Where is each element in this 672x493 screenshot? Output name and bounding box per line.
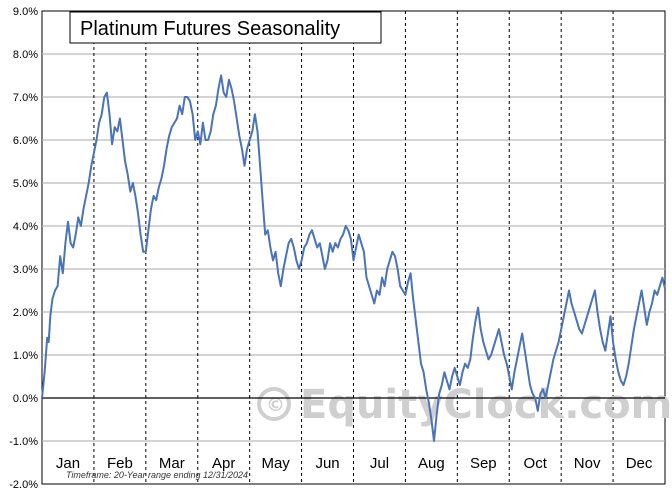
month-label: Feb [107, 455, 133, 472]
y-tick-label: 1.0% [13, 350, 38, 362]
title-box: Platinum Futures Seasonality [69, 11, 382, 44]
month-label: Dec [626, 455, 653, 472]
y-tick-label: 3.0% [13, 264, 38, 276]
x-axis-month-labels: Jan Feb Mar Apr May Jun Jul Aug Sep Oct Nov Dec [56, 455, 653, 472]
month-label: Mar [159, 455, 185, 472]
month-label: Sep [470, 455, 497, 472]
month-label: Jun [315, 455, 339, 472]
y-tick-label: 8.0% [13, 49, 38, 61]
month-label: Jul [370, 455, 389, 472]
y-tick-label: 2.0% [13, 307, 38, 319]
y-tick-label: 0.0% [13, 393, 38, 405]
y-tick-label: 6.0% [13, 135, 38, 147]
svg-text:©: © [266, 394, 285, 416]
month-label: Nov [574, 455, 601, 472]
month-label: Apr [212, 455, 235, 472]
y-tick-label: 4.0% [13, 221, 38, 233]
y-tick-label: 5.0% [13, 178, 38, 190]
month-label: Jan [56, 455, 80, 472]
watermark-text: EquityClock.com [300, 382, 672, 428]
y-axis-ticks: 9.0% 8.0% 7.0% 6.0% 5.0% 4.0% 3.0% 2.0% 1.0% 0.0%… [9, 6, 38, 491]
grid-lines [42, 11, 665, 484]
month-label: May [261, 455, 290, 472]
timeframe-footnote: Timeframe: 20-Year range ending 12/31/20… [66, 470, 248, 480]
y-tick-label: 7.0% [13, 92, 38, 104]
y-tick-label: -2.0% [9, 479, 38, 491]
month-label: Oct [524, 455, 548, 472]
series-line [41, 74, 666, 442]
y-tick-label: -1.0% [9, 436, 38, 448]
watermark-logo-icon: © [257, 387, 291, 421]
chart-title: Platinum Futures Seasonality [80, 18, 340, 40]
month-label: Aug [418, 455, 445, 472]
y-tick-label: 9.0% [13, 6, 38, 18]
